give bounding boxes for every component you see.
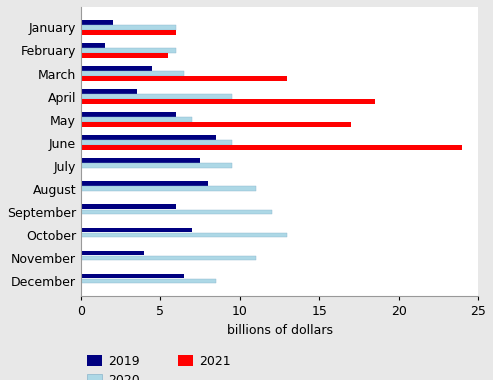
Bar [81,89,137,94]
Bar [81,112,176,117]
Bar [81,163,232,168]
X-axis label: billions of dollars: billions of dollars [226,324,332,337]
Bar [81,204,176,209]
Bar [81,76,287,81]
Bar [81,140,232,145]
Bar [81,100,375,104]
Bar [81,256,256,260]
Bar [81,117,192,122]
Bar [81,20,113,25]
Bar [81,135,216,140]
Bar [81,228,192,232]
Bar [81,25,176,30]
Legend: 2019, 2020, 2021, : 2019, 2020, 2021, [87,355,231,380]
Bar [81,53,168,58]
Bar [81,122,351,127]
Bar [81,181,208,186]
Bar [81,66,152,71]
Bar [81,158,200,163]
Bar [81,48,176,53]
Bar [81,209,272,214]
Bar [81,187,256,191]
Bar [81,146,462,150]
Bar [81,43,105,48]
Bar [81,279,216,283]
Bar [81,71,184,76]
Bar [81,274,184,278]
Bar [81,94,232,99]
Bar [81,233,287,237]
Bar [81,30,176,35]
Bar [81,250,144,255]
